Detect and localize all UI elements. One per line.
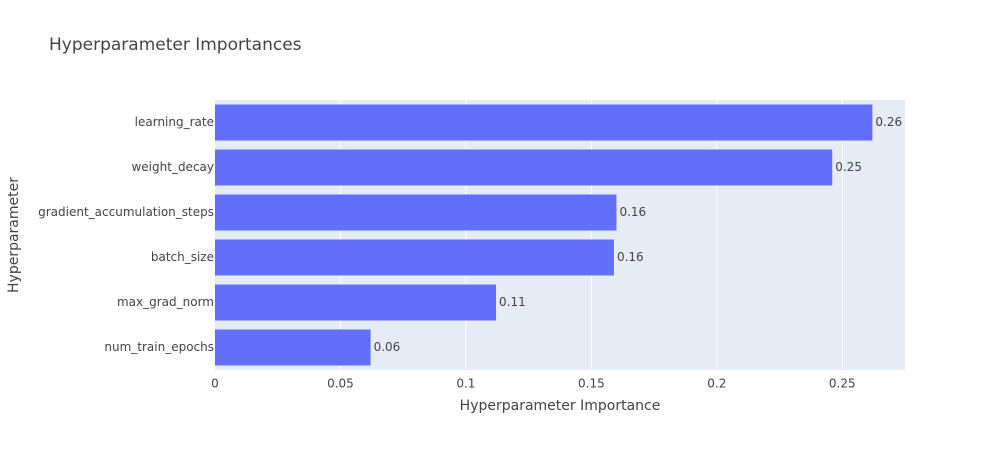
x-tick-label: 0.2 — [707, 377, 726, 391]
x-tick-label: 0.1 — [456, 377, 475, 391]
bar-value-label: 0.16 — [619, 205, 646, 219]
bar-gradient-accumulation-steps — [215, 194, 617, 231]
chart-title: Hyperparameter Importances — [49, 35, 302, 55]
x-axis-title: Hyperparameter Importance — [460, 398, 661, 414]
x-tick-label: 0.25 — [829, 377, 856, 391]
value-labels: 0.26 0.25 0.16 0.16 0.11 0.06 — [374, 115, 903, 354]
y-tick-label: num_train_epochs — [104, 340, 214, 354]
x-tick-label: 0.15 — [578, 377, 605, 391]
bar-max-grad-norm — [215, 284, 497, 321]
x-tick-labels: 0 0.05 0.1 0.15 0.2 0.25 — [211, 377, 855, 391]
bar-learning-rate — [215, 104, 873, 141]
y-tick-label: batch_size — [151, 250, 214, 264]
plot-area — [215, 100, 905, 370]
y-tick-label: gradient_accumulation_steps — [38, 205, 214, 219]
bars — [215, 104, 873, 366]
bar-value-label: 0.06 — [374, 340, 401, 354]
bar-value-label: 0.16 — [617, 250, 644, 264]
y-axis-title: Hyperparameter — [6, 177, 22, 293]
bar-value-label: 0.25 — [835, 160, 862, 174]
bar-weight-decay — [215, 149, 833, 186]
bar-batch-size — [215, 239, 614, 276]
bar-value-label: 0.26 — [875, 115, 902, 129]
y-tick-label: learning_rate — [135, 115, 214, 129]
bar-value-label: 0.11 — [499, 295, 526, 309]
grid-lines — [339, 100, 843, 370]
y-tick-label: weight_decay — [131, 160, 214, 174]
x-tick-label: 0 — [211, 377, 219, 391]
y-tick-label: max_grad_norm — [117, 295, 214, 309]
y-tick-labels: learning_rate weight_decay gradient_accumu… — [38, 115, 214, 354]
bar-num-train-epochs — [215, 329, 371, 366]
x-tick-label: 0.05 — [327, 377, 354, 391]
